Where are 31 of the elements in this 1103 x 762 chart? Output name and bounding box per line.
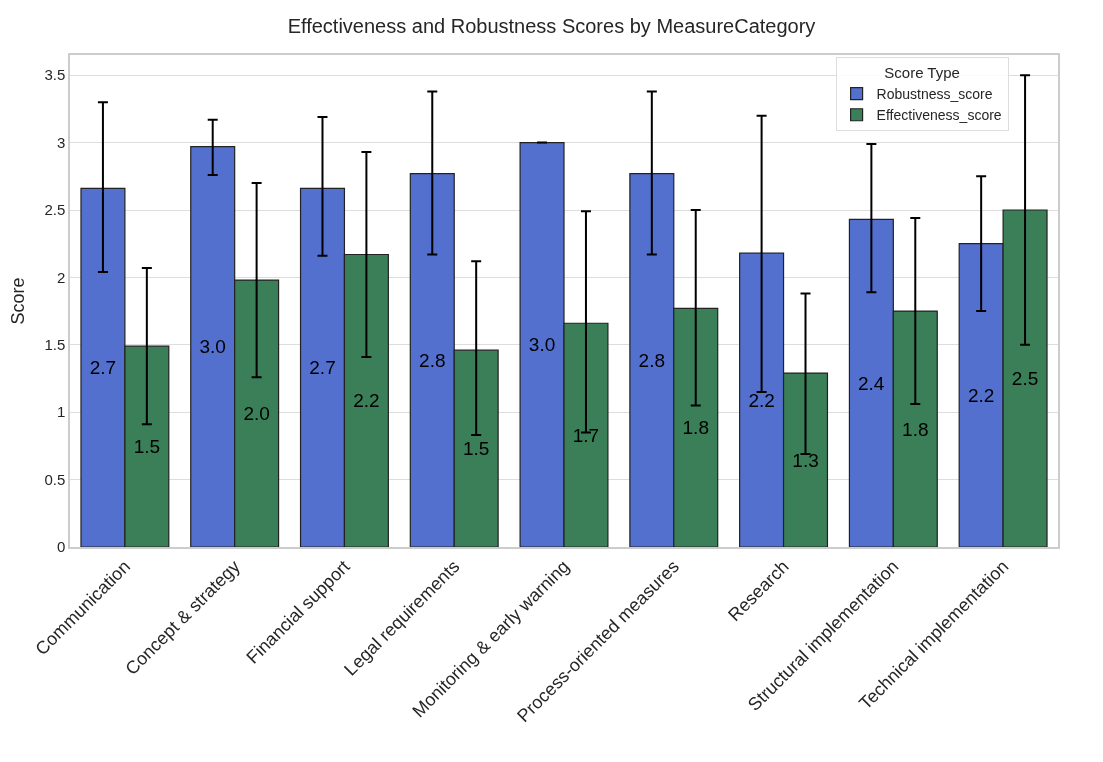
y-tick-label: 3 <box>56 133 66 151</box>
data-label: 2.0 <box>243 403 270 425</box>
y-tick-label: 0 <box>56 538 66 556</box>
data-label: 2.4 <box>857 372 885 394</box>
y-tick-label: 0.5 <box>44 470 66 488</box>
y-tick-label: 2 <box>56 268 66 286</box>
legend-title: Score Type <box>884 63 960 81</box>
y-tick-label: 1.5 <box>44 336 66 354</box>
data-label: 2.2 <box>748 389 775 411</box>
legend-label: Effectiveness_score <box>876 107 1002 124</box>
data-label: 2.2 <box>353 390 380 412</box>
data-label: 1.5 <box>462 438 490 460</box>
data-label: 1.8 <box>902 418 929 440</box>
data-label: 2.8 <box>638 349 666 371</box>
data-label: 3.0 <box>199 336 226 358</box>
data-label: 2.7 <box>89 357 117 379</box>
data-label: 1.5 <box>133 436 161 458</box>
data-label: 2.5 <box>1011 368 1039 390</box>
data-label: 1.8 <box>682 417 709 439</box>
data-label: 3.0 <box>528 334 556 356</box>
y-axis-title: Score <box>8 277 29 325</box>
data-label: 2.8 <box>419 349 446 371</box>
data-label: 1.7 <box>572 424 600 446</box>
y-tick-label: 1 <box>56 403 66 421</box>
y-tick-label: 3.5 <box>44 66 66 84</box>
y-tick-label: 2.5 <box>44 201 66 219</box>
legend-label: Robustness_score <box>876 86 993 103</box>
data-label: 1.3 <box>792 449 819 471</box>
data-label: 2.7 <box>309 357 336 379</box>
data-label: 2.2 <box>967 384 995 406</box>
chart-title: Effectiveness and Robustness Scores by MeasureCategory <box>287 15 816 38</box>
